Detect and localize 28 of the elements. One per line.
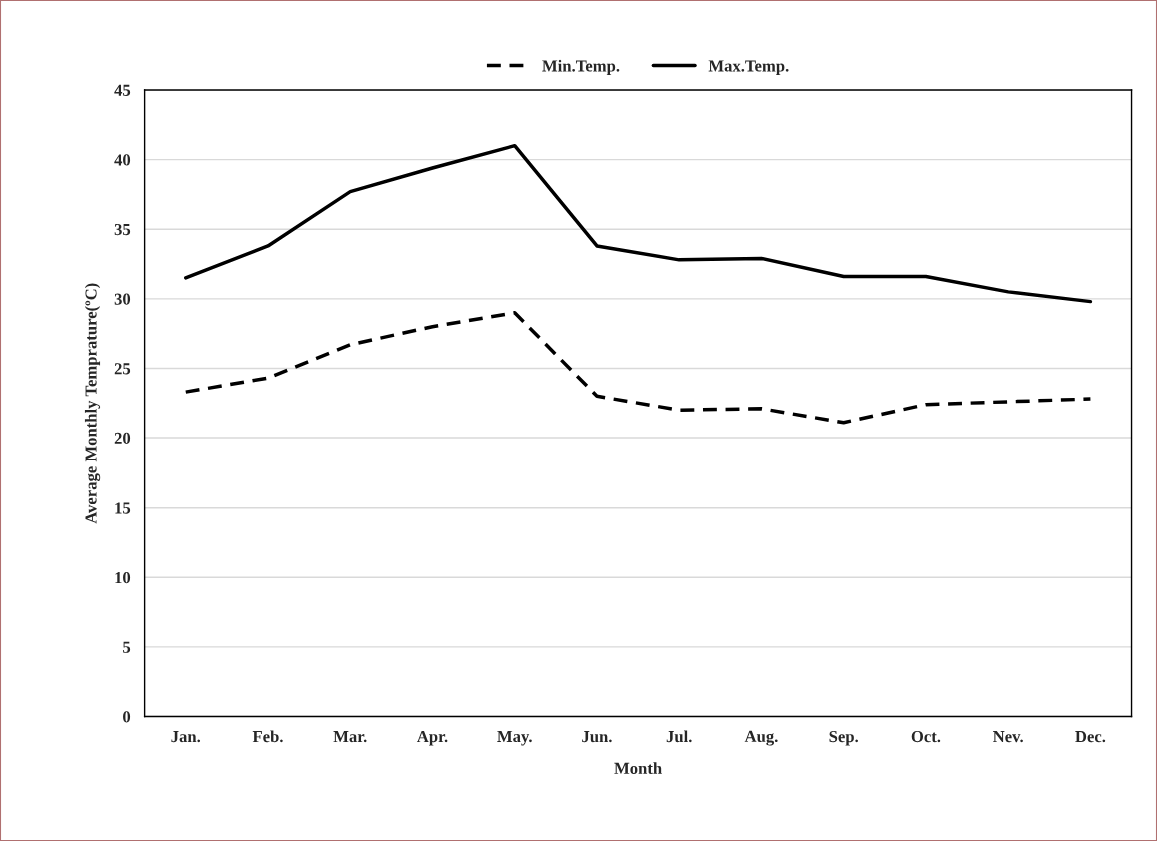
- y-tick-label: 25: [114, 363, 131, 375]
- y-tick-label: 5: [123, 641, 131, 653]
- y-tick-label: 30: [114, 293, 131, 305]
- y-tick-label: 10: [115, 572, 131, 584]
- x-tick-label: Aug.: [744, 730, 778, 746]
- x-tick-label: Apr.: [416, 730, 448, 746]
- x-tick-label: May.: [497, 731, 532, 746]
- x-tick-label: Mar.: [333, 731, 367, 743]
- y-axis-title: Average Monthly Temprature(ºC): [84, 283, 101, 524]
- y-tick-label: 15: [115, 502, 131, 514]
- x-tick-label: Sep.: [829, 730, 859, 746]
- legend-label: Min.Temp.: [542, 59, 620, 75]
- line-series: [184, 311, 1093, 425]
- y-tick-label: 45: [114, 84, 131, 96]
- line-series: [184, 143, 1093, 304]
- legend-label: Max.Temp.: [708, 60, 789, 75]
- x-tick-label: Oct.: [911, 730, 941, 743]
- x-tick-label: Nev.: [992, 731, 1023, 743]
- y-tick-label: 20: [114, 432, 131, 445]
- y-tick-label: 40: [114, 154, 131, 166]
- x-tick-label: Jun.: [582, 731, 612, 743]
- x-tick-label: Jan.: [171, 731, 201, 743]
- x-tick-label: Dec.: [1075, 731, 1106, 743]
- x-tick-label: Jul.: [666, 730, 692, 743]
- y-tick-label: 0: [123, 711, 131, 723]
- y-tick-label: 35: [114, 223, 131, 236]
- x-tick-label: Feb.: [252, 730, 283, 743]
- x-axis-title: Month: [614, 762, 662, 774]
